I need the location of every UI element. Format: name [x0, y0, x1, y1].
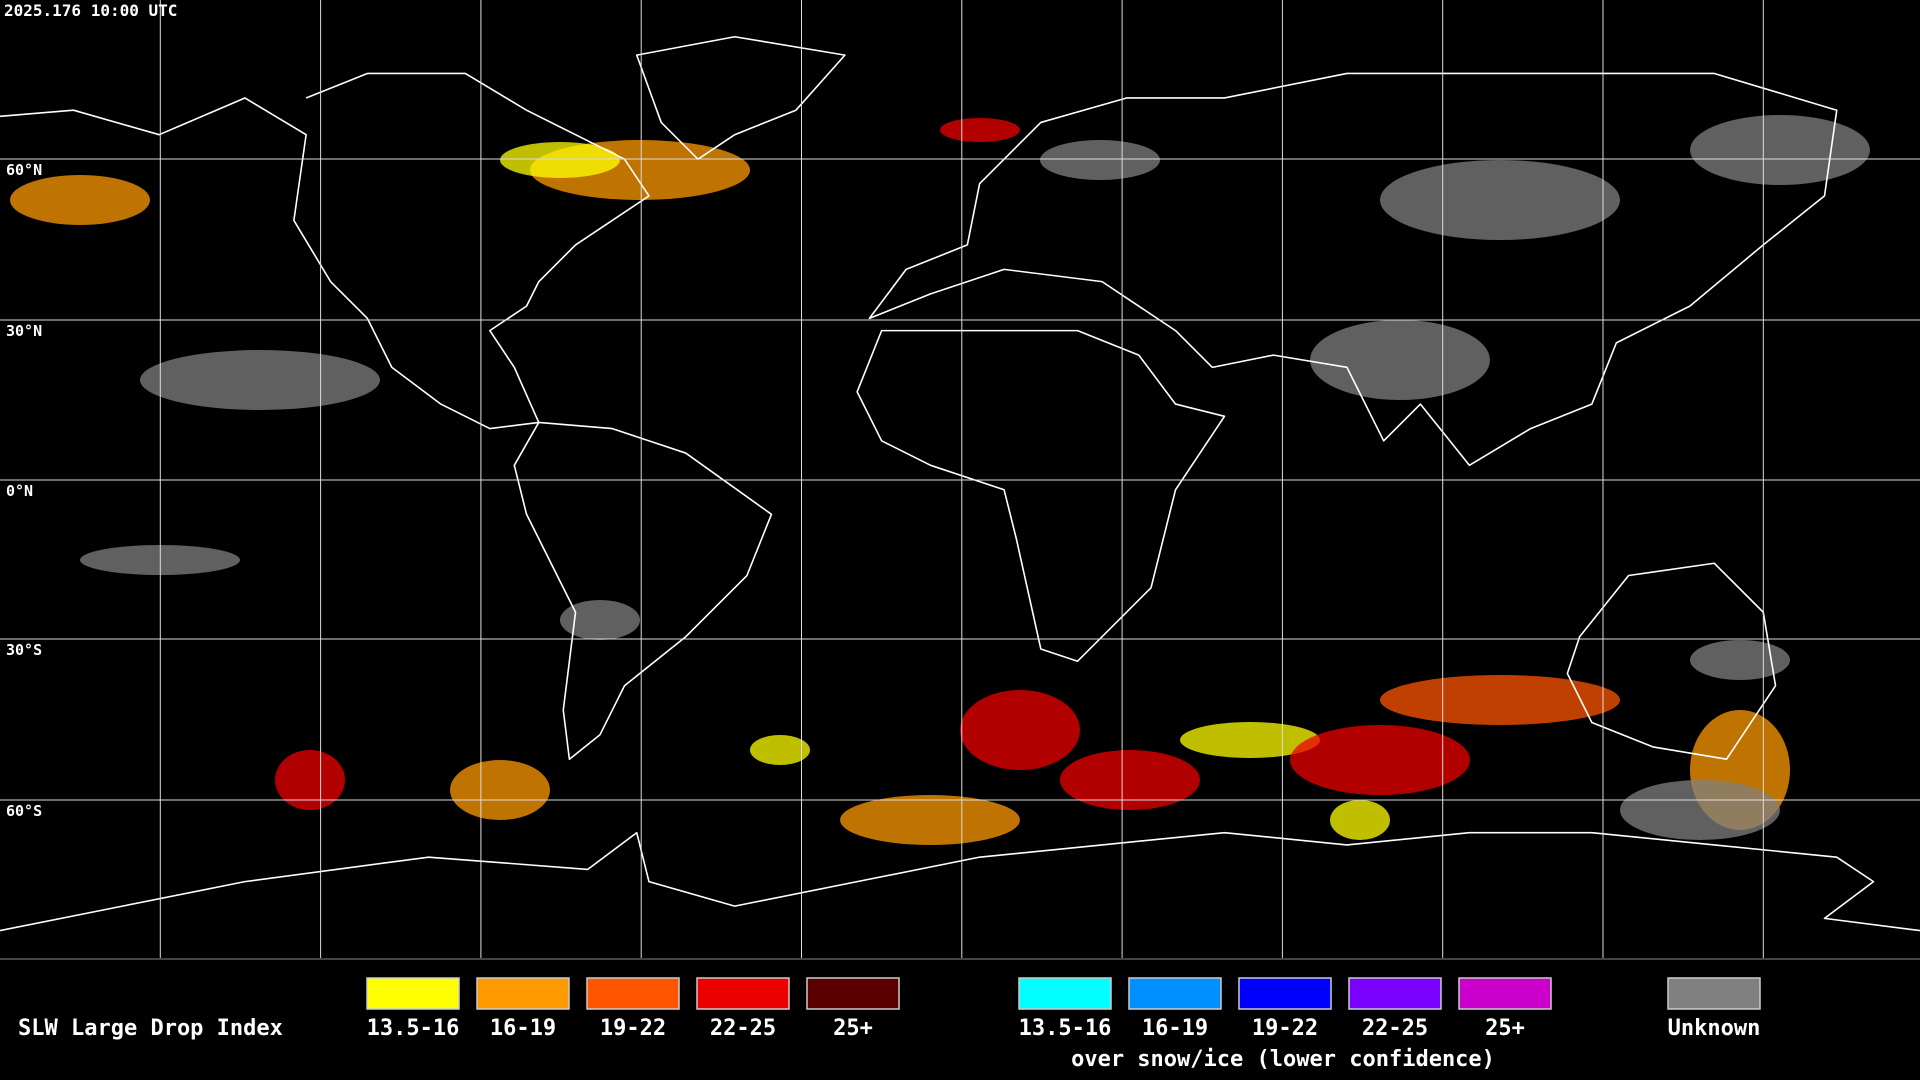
australia	[1567, 563, 1775, 759]
legend-swatch	[696, 977, 790, 1010]
greenland	[637, 37, 845, 159]
timestamp: 2025.176 10:00 UTC	[4, 1, 177, 20]
cloud-patch	[940, 118, 1020, 142]
cloud-patch	[275, 750, 345, 810]
cloud-patch	[500, 142, 620, 178]
cloud-patch	[1290, 725, 1470, 795]
snow-ice-note: over snow/ice (lower confidence)	[1071, 1047, 1495, 1072]
cloud-patch	[1380, 160, 1620, 240]
legend-label: 19-22	[1252, 1016, 1318, 1041]
legend-label: 22-25	[710, 1016, 776, 1041]
legend-swatch	[1458, 977, 1552, 1010]
cloud-patch	[450, 760, 550, 820]
cloud-patch	[1380, 675, 1620, 725]
coastlines	[0, 37, 1920, 931]
latitude-label: 60°N	[6, 161, 42, 179]
cloud-patch	[1620, 780, 1780, 840]
legend-label: 13.5-16	[1019, 1016, 1112, 1041]
cloud-patch	[1690, 640, 1790, 680]
eurasia	[869, 73, 1836, 465]
legend-label: 22-25	[1362, 1016, 1428, 1041]
legend-swatch	[806, 977, 900, 1010]
latitude-label: 30°S	[6, 641, 42, 659]
cloud-patch	[1180, 722, 1320, 758]
legend-swatch	[476, 977, 570, 1010]
legend-label: Unknown	[1668, 1016, 1761, 1041]
legend-swatch	[1667, 977, 1761, 1010]
north-america	[0, 73, 649, 428]
cloud-patch	[750, 735, 810, 765]
antarctica	[0, 833, 1920, 931]
legend-label: 25+	[1485, 1016, 1525, 1041]
cloud-patch	[10, 175, 150, 225]
cloud-patch	[1690, 115, 1870, 185]
legend-swatch	[366, 977, 460, 1010]
cloud-field	[10, 115, 1870, 845]
cloud-patch	[1330, 800, 1390, 840]
legend-swatch	[1018, 977, 1112, 1010]
legend-label: 19-22	[600, 1016, 666, 1041]
legend-swatch	[1128, 977, 1222, 1010]
legend-title: SLW Large Drop Index	[18, 1016, 283, 1041]
legend-swatch	[1238, 977, 1332, 1010]
legend-label: 16-19	[1142, 1016, 1208, 1041]
cloud-patch	[840, 795, 1020, 845]
latitude-label: 30°N	[6, 322, 42, 340]
cloud-patch	[1040, 140, 1160, 180]
cloud-patch	[1060, 750, 1200, 810]
map-border	[0, 958, 1920, 960]
legend-swatch	[586, 977, 680, 1010]
latitude-label: 60°S	[6, 802, 42, 820]
cloud-patch	[960, 690, 1080, 770]
africa	[857, 331, 1224, 662]
legend-label: 13.5-16	[367, 1016, 460, 1041]
cloud-patch	[140, 350, 380, 410]
latitude-label: 0°N	[6, 482, 33, 500]
cloud-patch	[1310, 320, 1490, 400]
legend-label: 16-19	[490, 1016, 556, 1041]
south-america	[514, 422, 771, 759]
graticule	[0, 0, 1920, 958]
legend-swatch	[1348, 977, 1442, 1010]
legend-label: 25+	[833, 1016, 873, 1041]
cloud-patch	[560, 600, 640, 640]
